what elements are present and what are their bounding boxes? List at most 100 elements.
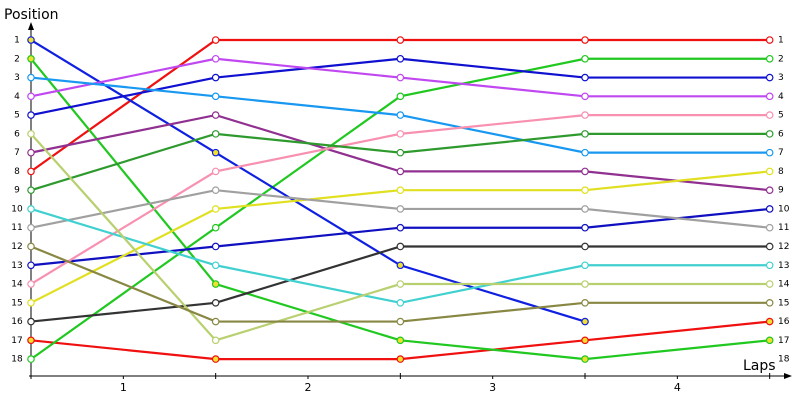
point-marker [581,223,589,232]
point-marker [581,148,589,157]
point-marker [396,92,405,101]
point-marker [211,54,220,63]
point-marker [765,242,774,251]
point-marker [765,148,774,157]
point-marker [27,298,35,307]
point-marker [27,73,35,82]
point-marker [581,130,589,138]
y-tick-label: 11 [11,223,22,233]
point-marker [581,167,589,176]
point-marker [211,336,220,345]
y-tick-label: 4 [14,92,20,102]
y-tick-label: 5 [14,111,20,121]
point-marker [27,36,35,44]
point-marker [581,317,589,326]
point-marker [581,298,589,307]
y-tick-label: 2 [14,54,20,64]
point-marker [581,355,589,363]
point-marker [396,54,405,63]
y2-tick-label: 2 [778,54,784,64]
point-marker [581,261,589,270]
x-axis-title: Laps [743,358,776,374]
y-tick-label: 15 [11,298,22,308]
point-marker [765,223,774,232]
point-marker [396,280,405,288]
point-marker [765,317,774,326]
point-marker [765,36,774,44]
y2-tick-label: 7 [778,148,784,158]
point-marker [211,280,220,288]
point-marker [581,73,589,82]
point-marker [765,130,774,138]
point-marker [396,186,405,194]
point-marker [27,336,35,345]
y2-tick-label: 17 [778,336,789,346]
point-marker [211,73,220,82]
y-tick-label: 18 [11,355,23,365]
point-marker [396,223,405,232]
y-tick-label: 8 [14,167,20,177]
point-marker [27,111,35,119]
point-marker [211,242,220,251]
point-marker [396,205,405,213]
y-tick-label: 3 [14,73,20,83]
point-marker [27,54,35,63]
point-marker [27,130,35,138]
point-marker [765,167,774,176]
y-tick-label: 10 [11,204,23,214]
point-marker [27,148,35,157]
y2-tick-label: 9 [778,186,784,196]
point-marker [581,336,589,345]
point-marker [27,280,35,288]
point-marker [27,355,35,363]
point-marker [27,223,35,232]
point-marker [211,167,220,176]
point-marker [211,205,220,213]
point-marker [581,92,589,101]
point-marker [27,317,35,326]
point-marker [396,336,405,345]
point-marker [581,242,589,251]
point-marker [396,148,405,157]
point-marker [581,205,589,213]
y2-tick-label: 1 [778,36,784,46]
y2-tick-label: 10 [778,204,790,214]
point-marker [765,205,774,213]
point-marker [765,298,774,307]
y-tick-label: 12 [11,242,22,252]
y2-tick-label: 11 [778,223,789,233]
point-marker [396,167,405,176]
point-marker [765,73,774,82]
point-marker [211,355,220,363]
point-marker [396,130,405,138]
y-axis-title: Position [4,7,59,23]
y2-tick-label: 15 [778,298,789,308]
y-tick-label: 7 [14,148,20,158]
y2-tick-label: 14 [778,280,790,290]
point-marker [27,92,35,101]
point-marker [211,261,220,270]
point-marker [211,111,220,119]
point-marker [211,317,220,326]
y-tick-label: 6 [14,129,20,139]
point-marker [27,167,35,176]
y2-tick-label: 16 [778,317,790,327]
y2-tick-label: 6 [778,129,784,139]
y-tick-label: 1 [14,36,20,46]
y-tick-label: 9 [14,186,20,196]
point-marker [396,242,405,251]
x-tick-label: 1 [120,381,127,394]
point-marker [211,92,220,101]
y2-tick-label: 18 [778,355,790,365]
point-marker [396,111,405,119]
point-marker [581,36,589,44]
y-tick-label: 13 [11,261,22,271]
point-marker [765,261,774,270]
x-tick-label: 2 [305,381,312,394]
point-marker [765,92,774,101]
point-marker [765,336,774,345]
y-tick-label: 17 [11,336,22,346]
point-marker [211,130,220,138]
point-marker [396,261,405,270]
